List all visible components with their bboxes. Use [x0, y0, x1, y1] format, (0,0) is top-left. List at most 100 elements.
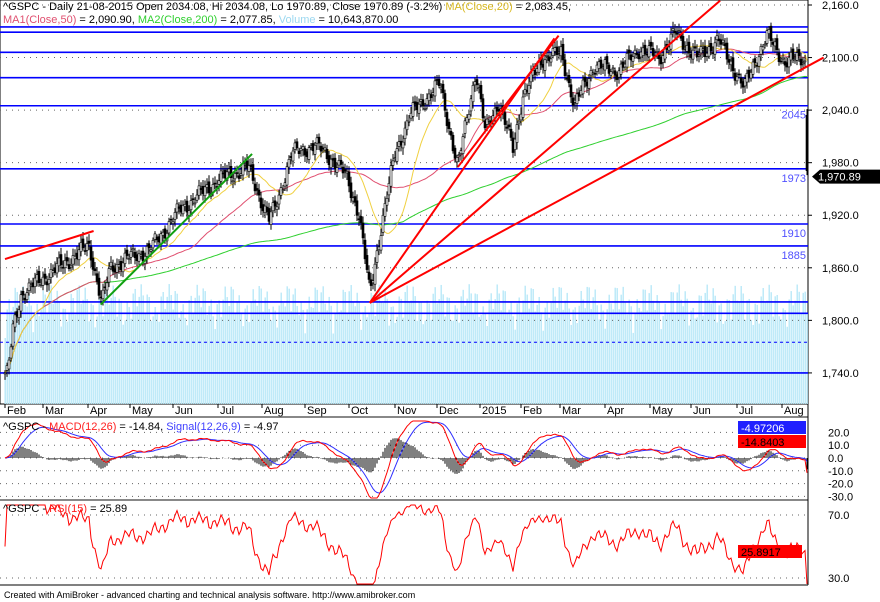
bar-body [139, 254, 143, 257]
bar-body [277, 194, 281, 205]
volume-bar [166, 296, 168, 404]
volume-bar [490, 293, 492, 404]
volume-bar [290, 311, 292, 404]
price-bar [417, 98, 421, 121]
bar-body [255, 188, 259, 191]
volume-bar [494, 299, 496, 404]
price-bar [273, 195, 277, 214]
bar-body [115, 263, 119, 273]
volume-bar [472, 312, 474, 404]
bar-body [269, 211, 273, 225]
price-bar [743, 74, 747, 93]
volume-bar [688, 325, 690, 404]
price-bar [137, 249, 141, 265]
volume-bar [716, 322, 718, 404]
volume-bar [380, 301, 382, 404]
price-bar [17, 305, 21, 325]
price-bar [647, 39, 651, 63]
bar-body [59, 254, 63, 266]
bar-body [799, 58, 803, 66]
volume-bar [448, 297, 450, 404]
volume-bar [656, 295, 658, 404]
bar-body [757, 56, 761, 67]
volume-bar [508, 309, 510, 404]
bar-body [575, 93, 579, 104]
bar-body [599, 59, 603, 69]
bar-body [505, 126, 509, 129]
bar-body [339, 159, 343, 165]
bar-body [709, 42, 713, 52]
price-bar [291, 147, 295, 167]
volume-bar [682, 306, 684, 404]
price-bar [651, 42, 655, 59]
volume-bar [80, 303, 82, 404]
bar-body [551, 48, 555, 56]
bar-body [517, 120, 521, 124]
volume-bar [510, 301, 512, 404]
bar-body [433, 80, 437, 97]
volume-bar [506, 313, 508, 404]
volume-bar [292, 294, 294, 404]
price-bar [599, 56, 603, 75]
volume-bar [752, 324, 754, 404]
price-bar [465, 114, 469, 126]
bar-body [99, 296, 103, 299]
date-tick-label: Oct [351, 405, 368, 417]
price-bar [613, 67, 617, 82]
volume-bar [146, 294, 148, 404]
bar-body [153, 233, 157, 240]
volume-bar [364, 306, 366, 404]
bar-body [605, 56, 609, 65]
volume-bar [574, 307, 576, 404]
price-bar [153, 231, 157, 243]
price-bar [285, 162, 289, 192]
price-bar [581, 75, 585, 99]
level-label: 1973 [782, 173, 806, 185]
volume-bar [388, 325, 390, 404]
volume-bar [804, 291, 806, 404]
bar-body [803, 60, 807, 63]
volume-bar [180, 310, 182, 404]
bar-body [777, 52, 781, 62]
bar-body [563, 59, 567, 76]
rsi-value: = 25.89 [87, 503, 128, 515]
price-bar [193, 197, 197, 208]
volume-bar [454, 305, 456, 404]
volume-bar [162, 292, 164, 404]
bar-body [463, 120, 467, 134]
price-bar [649, 36, 653, 51]
bar-body [25, 292, 29, 300]
volume-bar [114, 296, 116, 404]
volume-bar [110, 297, 112, 404]
price-bar [693, 39, 697, 51]
bar-body [631, 56, 635, 62]
bar-body [781, 57, 785, 60]
volume-bar [416, 320, 418, 404]
volume-bar [66, 321, 68, 404]
volume-bar [312, 308, 314, 404]
volume-bar [774, 296, 776, 404]
bar-body [673, 30, 677, 34]
bar-body [243, 163, 247, 166]
volume-bar [782, 308, 784, 404]
bar-body [93, 268, 97, 272]
volume-bar [602, 310, 604, 404]
price-bar [349, 176, 353, 203]
price-bar [125, 244, 129, 260]
bar-body [445, 112, 449, 126]
price-bar [387, 176, 391, 202]
price-bar [421, 94, 425, 111]
price-bar [3, 370, 7, 380]
price-bar [451, 132, 455, 154]
volume-bar [480, 315, 482, 404]
bar-body [101, 289, 105, 300]
volume-bar [148, 297, 150, 404]
volume-bar [30, 305, 32, 404]
volume-bar [650, 285, 652, 404]
volume-bar [488, 299, 490, 404]
bar-body [383, 203, 387, 217]
bar-body [347, 171, 351, 187]
volume-bar [698, 295, 700, 404]
volume-bar [606, 309, 608, 404]
